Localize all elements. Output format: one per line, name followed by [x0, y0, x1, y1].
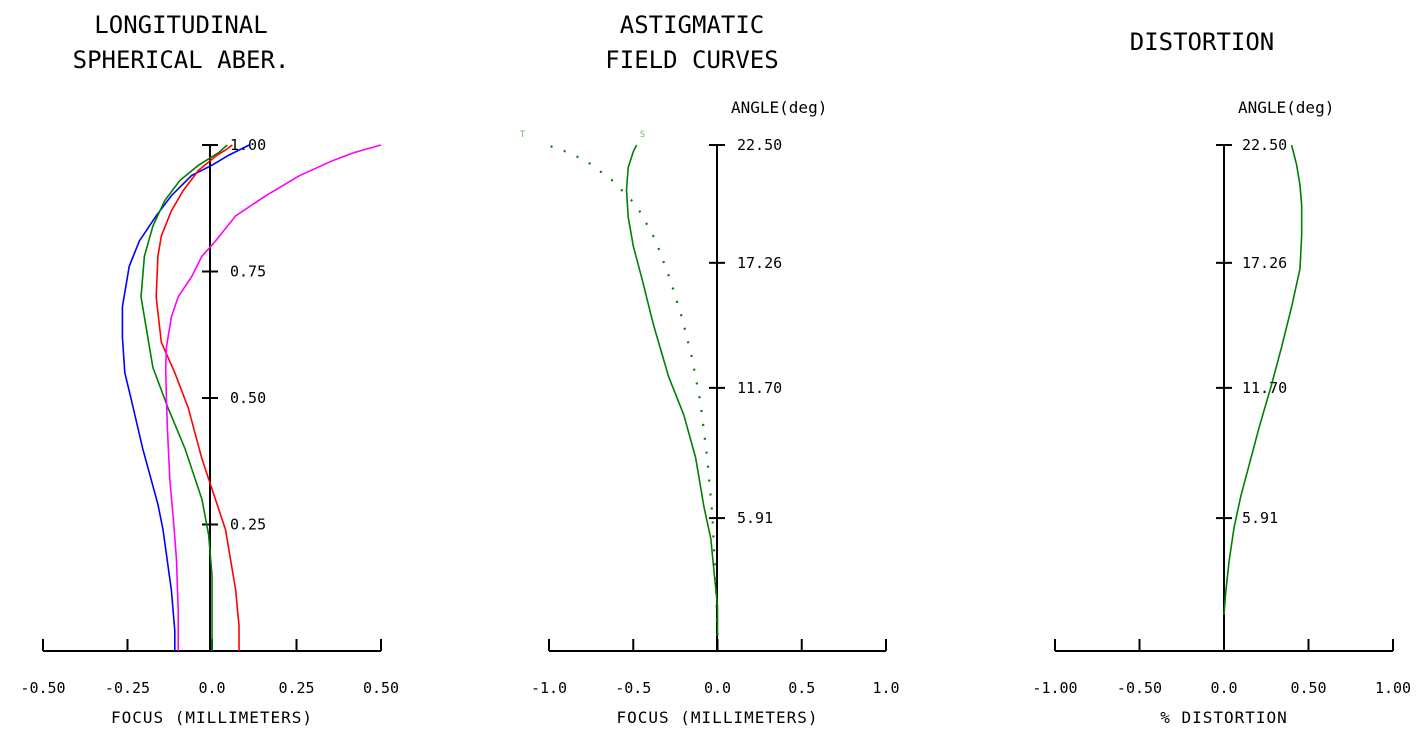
chart-panel-1: LONGITUDINAL SPHERICAL ABER. -0.50 -0.25 0.0… — [20, 11, 399, 727]
y-tick-label: 0.75 — [230, 263, 266, 281]
x-tick-label: 0.50 — [1290, 679, 1326, 697]
chart-title-line: DISTORTION — [1130, 28, 1275, 56]
chart-title-line: FIELD CURVES — [605, 46, 778, 74]
x-axis-label: FOCUS (MILLIMETERS) — [111, 708, 313, 727]
y-tick-label: 17.26 — [737, 254, 782, 272]
x-tick-label: -0.5 — [615, 679, 651, 697]
x-axis-label: % DISTORTION — [1160, 708, 1288, 727]
x-axis-label: FOCUS (MILLIMETERS) — [616, 708, 818, 727]
chart-panel-3: DISTORTION ANGLE(deg) -1.00 -0.50 0.0 0.50 1.0… — [1032, 28, 1411, 727]
chart-panel-2: ASTIGMATIC FIELD CURVES ANGLE(deg) -1.0 -0.5… — [520, 11, 900, 727]
x-tick-label: 0.0 — [198, 679, 225, 697]
series-line-3 — [155, 144, 240, 651]
x-tick-label: 0.0 — [1210, 679, 1237, 697]
series-line-s — [625, 144, 719, 636]
y-axis-label: ANGLE(deg) — [1238, 98, 1334, 117]
series-line-1 — [1223, 144, 1303, 616]
y-tick-label: 5.91 — [737, 509, 773, 527]
x-tick-label: -0.50 — [1117, 679, 1162, 697]
x-tick-label: 1.00 — [1375, 679, 1411, 697]
y-tick-label: 22.50 — [1242, 136, 1287, 154]
y-axis-label: ANGLE(deg) — [731, 98, 827, 117]
legend-label: S — [640, 130, 645, 140]
legend-label: T — [520, 130, 526, 140]
x-tick-label: -1.0 — [531, 679, 567, 697]
x-tick-label: -1.00 — [1032, 679, 1077, 697]
y-tick-label: 0.50 — [230, 389, 266, 407]
series-line-4 — [164, 144, 382, 651]
chart-title-line: ASTIGMATIC — [620, 11, 765, 39]
chart-title-line: SPHERICAL ABER. — [73, 46, 290, 74]
y-tick-label: 22.50 — [737, 136, 782, 154]
x-tick-label: 1.0 — [872, 679, 899, 697]
y-tick-label: 0.25 — [230, 516, 266, 534]
y-tick-label: 17.26 — [1242, 254, 1287, 272]
x-tick-label: -0.50 — [20, 679, 65, 697]
x-tick-label: 0.50 — [363, 679, 399, 697]
series-line-2 — [140, 144, 228, 651]
y-tick-label: 11.70 — [737, 379, 782, 397]
x-tick-label: 0.25 — [278, 679, 314, 697]
x-tick-label: 0.5 — [788, 679, 815, 697]
chart-title-line: LONGITUDINAL — [94, 11, 267, 39]
x-tick-label: -0.25 — [105, 679, 150, 697]
y-tick-label: 11.70 — [1242, 379, 1287, 397]
x-tick-label: 0.0 — [704, 679, 731, 697]
y-tick-label: 5.91 — [1242, 509, 1278, 527]
